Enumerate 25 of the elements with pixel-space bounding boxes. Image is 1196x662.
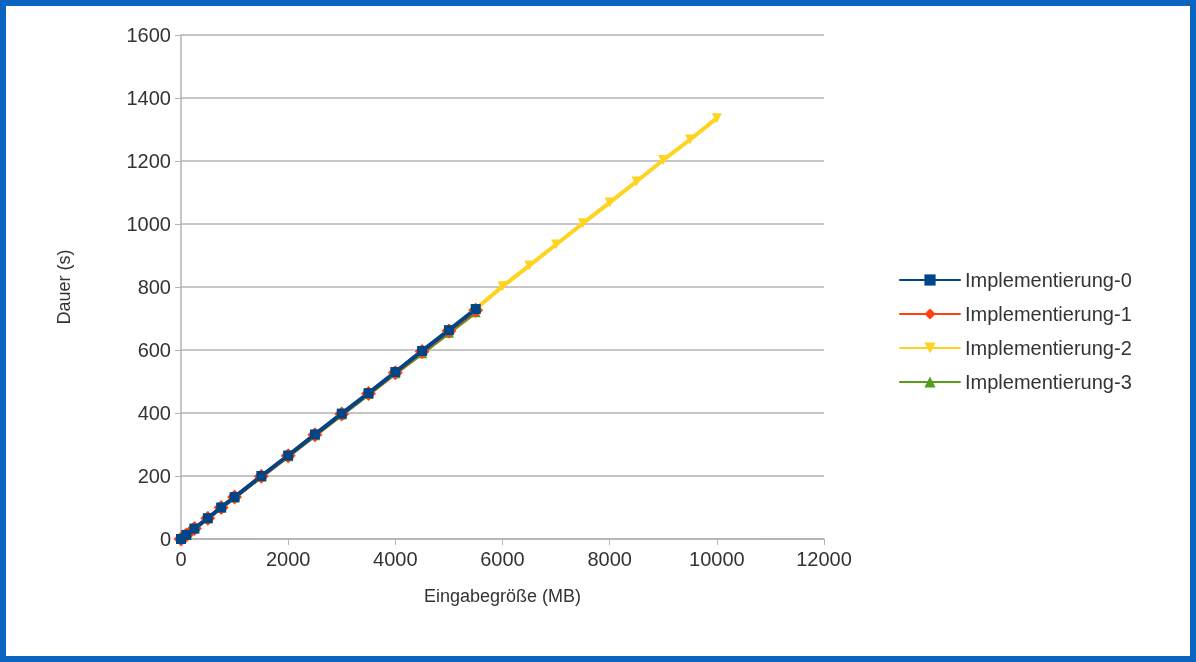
- legend-label: Implementierung-0: [965, 269, 1132, 291]
- y-axis-title: Dauer (s): [54, 249, 74, 325]
- x-tick-label: 2000: [265, 548, 311, 570]
- y-tick-label: 200: [137, 465, 171, 487]
- x-tick-label: 12000: [796, 548, 852, 570]
- x-tick-label: 10000: [689, 548, 745, 570]
- legend-label: Implementierung-3: [965, 371, 1132, 393]
- x-tick-label: 8000: [587, 548, 632, 570]
- y-tick-label: 400: [137, 402, 171, 424]
- y-tick-label: 600: [137, 339, 171, 361]
- point: [604, 197, 615, 208]
- legend-label: Implementierung-1: [965, 303, 1132, 325]
- y-tick-label: 800: [137, 276, 171, 298]
- y-tick-label: 1600: [126, 24, 171, 46]
- point: [711, 113, 722, 124]
- x-tick-label: 0: [175, 548, 187, 570]
- legend-label: Implementierung-2: [965, 337, 1132, 359]
- x-tick-label: 4000: [373, 548, 418, 570]
- y-tick-label: 1200: [126, 150, 171, 172]
- x-axis-title: Eingabegröße (MB): [423, 586, 582, 606]
- y-tick-label: 1000: [126, 213, 171, 235]
- x-tick-label: 6000: [480, 548, 525, 570]
- point: [577, 218, 588, 229]
- y-tick-label: 1400: [126, 87, 171, 109]
- y-tick-label: 0: [159, 528, 171, 550]
